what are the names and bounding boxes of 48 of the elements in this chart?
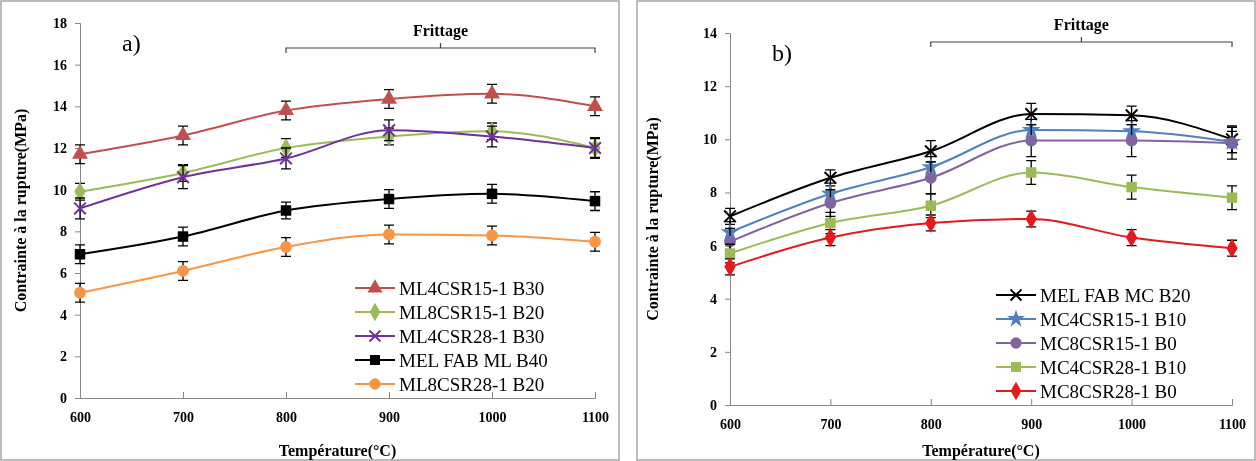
y-tick-label: 0: [60, 390, 67, 406]
x-tick-label: 700: [173, 409, 194, 425]
y-tick-label: 6: [710, 238, 717, 254]
y-tick-label: 18: [53, 15, 67, 31]
legend-label: ML8CSR28-1 B20: [399, 374, 545, 395]
y-tick-label: 12: [53, 140, 67, 156]
x-tick-label: 1000: [1118, 416, 1147, 432]
legend-label: ML8CSR15-1 B20: [399, 302, 545, 323]
x-tick-label: 1100: [1218, 416, 1247, 432]
legend-label: MC4CSR28-1 B10: [1040, 357, 1187, 378]
x-tick-label: 900: [1021, 416, 1043, 432]
annotation: a): [122, 30, 141, 56]
x-axis-title: Température(°C): [922, 442, 1040, 460]
y-tick-label: 14: [703, 25, 717, 41]
legend-label: MC8CSR15-1 B0: [1040, 333, 1177, 354]
legend-label: MEL FAB ML B40: [399, 350, 548, 371]
legend-label: MEL FAB MC B20: [1040, 285, 1191, 306]
x-tick-label: 800: [276, 409, 297, 425]
y-tick-label: 8: [60, 224, 67, 240]
y-tick-label: 12: [703, 79, 717, 95]
y-tick-label: 4: [710, 291, 717, 307]
y-tick-label: 0: [710, 397, 717, 413]
legend-label: ML4CSR15-1 B30: [399, 278, 545, 299]
legend-label: MC8CSR28-1 B0: [1040, 381, 1177, 402]
legend-label: ML4CSR28-1 B30: [399, 326, 545, 347]
y-tick-label: 10: [703, 132, 717, 148]
text: Frittage: [1053, 16, 1109, 34]
x-axis-title: Température(°C): [278, 442, 397, 460]
y-tick-label: 14: [53, 99, 67, 115]
x-tick-label: 600: [70, 409, 91, 425]
y-axis-title: Contrainte à la rupture(MPa): [12, 108, 30, 313]
annotation: Frittage: [412, 22, 469, 40]
y-tick-label: 2: [60, 349, 67, 365]
legend-label: MC4CSR15-1 B10: [1040, 309, 1187, 330]
y-tick-label: 2: [710, 344, 717, 360]
annotation: b): [772, 40, 792, 66]
x-tick-label: 1000: [478, 409, 507, 425]
x-tick-label: 700: [820, 416, 842, 432]
y-axis-title: Contrainte à la rupture(MPa): [644, 117, 662, 321]
y-tick-label: 16: [53, 57, 67, 73]
y-tick-label: 6: [60, 265, 67, 281]
y-tick-label: 10: [53, 182, 67, 198]
y-tick-label: 8: [710, 185, 717, 201]
x-tick-label: 800: [920, 416, 942, 432]
y-tick-label: 4: [60, 307, 67, 323]
x-tick-label: 1100: [581, 409, 610, 425]
x-tick-label: 900: [379, 409, 400, 425]
x-tick-label: 600: [720, 416, 741, 432]
